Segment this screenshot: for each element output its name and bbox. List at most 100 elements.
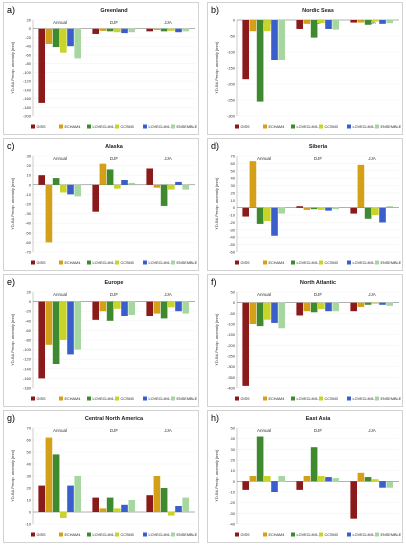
bar-loveclim1-2 [271, 481, 278, 492]
y-tick-label: 30 [27, 474, 32, 479]
bar-loveclim1-2 [379, 302, 386, 305]
legend-label: GISS [37, 533, 47, 537]
bar-ccsm3 [114, 28, 121, 33]
legend-label: ENSEMBLE [177, 397, 198, 401]
y-tick-label: -200 [227, 343, 236, 348]
bar-loveclim1-1 [364, 207, 372, 219]
bar-ccsm3 [264, 476, 271, 482]
y-tick-label: -40 [229, 235, 236, 240]
y-tick-label: -200 [23, 114, 32, 119]
legend-label: ENSEMBLE [381, 533, 402, 537]
bar-giss [92, 28, 100, 34]
y-tick-label: -100 [227, 322, 236, 327]
y-tick-label: -120 [23, 357, 32, 362]
bar-loveclim1-2 [121, 180, 128, 185]
legend-swatch [235, 532, 239, 537]
legend-label: GISS [37, 397, 47, 401]
legend-swatch [115, 124, 119, 129]
legend-swatch [375, 124, 379, 129]
chart-panel: d) Siberia YD-BA Precip. anomaly [mm] 70 60 5… [207, 138, 403, 271]
legend-swatch [87, 260, 91, 265]
bar-loveclim1-2 [271, 207, 278, 236]
bar-echam4 [153, 476, 161, 512]
legend-label: ENSEMBLE [381, 397, 402, 401]
bar-echam4 [153, 28, 161, 31]
bar-ensemble [386, 302, 394, 306]
chart-svg: c) Alaska YD-BA Precip. anomaly [mm] 30 20 10… [3, 138, 199, 271]
bar-ensemble [278, 476, 286, 482]
chart-title: Alaska [105, 144, 124, 150]
y-tick-label: -20 [25, 35, 32, 40]
legend-label: ECHAM4 [65, 261, 81, 265]
legend-label: GISS [37, 125, 47, 129]
y-tick-label: -50 [25, 230, 32, 235]
legend-label: LOVECLIM1.2 [149, 261, 173, 265]
bar-ccsm3 [372, 479, 379, 482]
y-tick-label: -30 [25, 211, 32, 216]
bar-giss [296, 206, 304, 208]
chart-svg: a) Greenland YD-BA Precip. anomaly [mm] 20 0… [3, 2, 199, 135]
y-tick-label: 10 [27, 173, 32, 178]
panel-label: d) [211, 141, 219, 151]
bar-echam4 [303, 302, 311, 312]
category-label: Annual [257, 156, 271, 161]
y-tick-label: -50 [229, 34, 236, 39]
y-tick-label: 20 [27, 163, 32, 168]
legend-label: CCSM3 [325, 397, 338, 401]
category-label: DJF [110, 20, 118, 25]
bar-ensemble [182, 301, 190, 314]
bar-loveclim1-2 [325, 20, 332, 29]
y-tick-label: 0 [29, 299, 32, 304]
bar-loveclim1-1 [364, 477, 372, 482]
bar-giss [350, 481, 358, 519]
y-tick-label: -100 [23, 347, 32, 352]
legend-label: LOVECLIM1.2 [149, 397, 173, 401]
bar-giss [242, 207, 250, 217]
bar-ensemble [74, 28, 82, 59]
bar-ccsm3 [264, 302, 271, 320]
bar-ccsm3 [114, 301, 121, 309]
y-tick-label: 40 [27, 462, 32, 467]
y-tick-label: -10 [25, 192, 32, 197]
bar-echam4 [153, 184, 161, 188]
bar-echam4 [249, 161, 257, 208]
bar-ensemble [74, 301, 82, 350]
category-label: DJF [314, 156, 322, 161]
bar-ensemble [332, 478, 340, 482]
y-tick-label: 0 [233, 18, 236, 23]
legend-label: GISS [241, 397, 251, 401]
y-tick-label: -140 [23, 87, 32, 92]
bar-echam4 [99, 163, 107, 185]
legend-label: CCSM3 [325, 533, 338, 537]
y-tick-label: -60 [25, 240, 32, 245]
bar-giss [350, 207, 358, 214]
legend-swatch [319, 260, 323, 265]
legend-label: CCSM3 [121, 533, 134, 537]
category-label: DJF [110, 156, 118, 161]
legend-label: CCSM3 [121, 261, 134, 265]
bar-echam4 [99, 508, 107, 512]
bar-giss [296, 20, 304, 29]
category-label: DJF [314, 428, 322, 433]
bar-loveclim1-1 [364, 302, 372, 305]
y-tick-label: -300 [227, 114, 236, 119]
bar-loveclim1-1 [52, 301, 60, 364]
legend-label: LOVECLIM1.2 [149, 125, 173, 129]
y-axis-label: YD-BA Precip. anomaly [mm] [214, 450, 219, 502]
panel-label: h) [211, 413, 219, 423]
y-axis-label: YD-BA Precip. anomaly [mm] [214, 178, 219, 230]
bar-loveclim1-1 [256, 207, 264, 224]
chart-title: North Atlantic [300, 280, 336, 286]
bar-ensemble [332, 207, 340, 210]
bar-ccsm3 [168, 512, 175, 516]
y-tick-label: 50 [231, 168, 236, 173]
bar-loveclim1-1 [160, 301, 168, 319]
legend-label: ECHAM4 [269, 261, 285, 265]
y-tick-label: -50 [229, 242, 236, 247]
bar-giss [146, 495, 154, 512]
bar-loveclim1-1 [160, 488, 168, 512]
y-tick-label: 20 [27, 486, 32, 491]
chart-panel: g) Central North America YD-BA Precip. ano… [3, 410, 199, 543]
bar-giss [38, 485, 46, 512]
legend-label: CCSM3 [121, 397, 134, 401]
